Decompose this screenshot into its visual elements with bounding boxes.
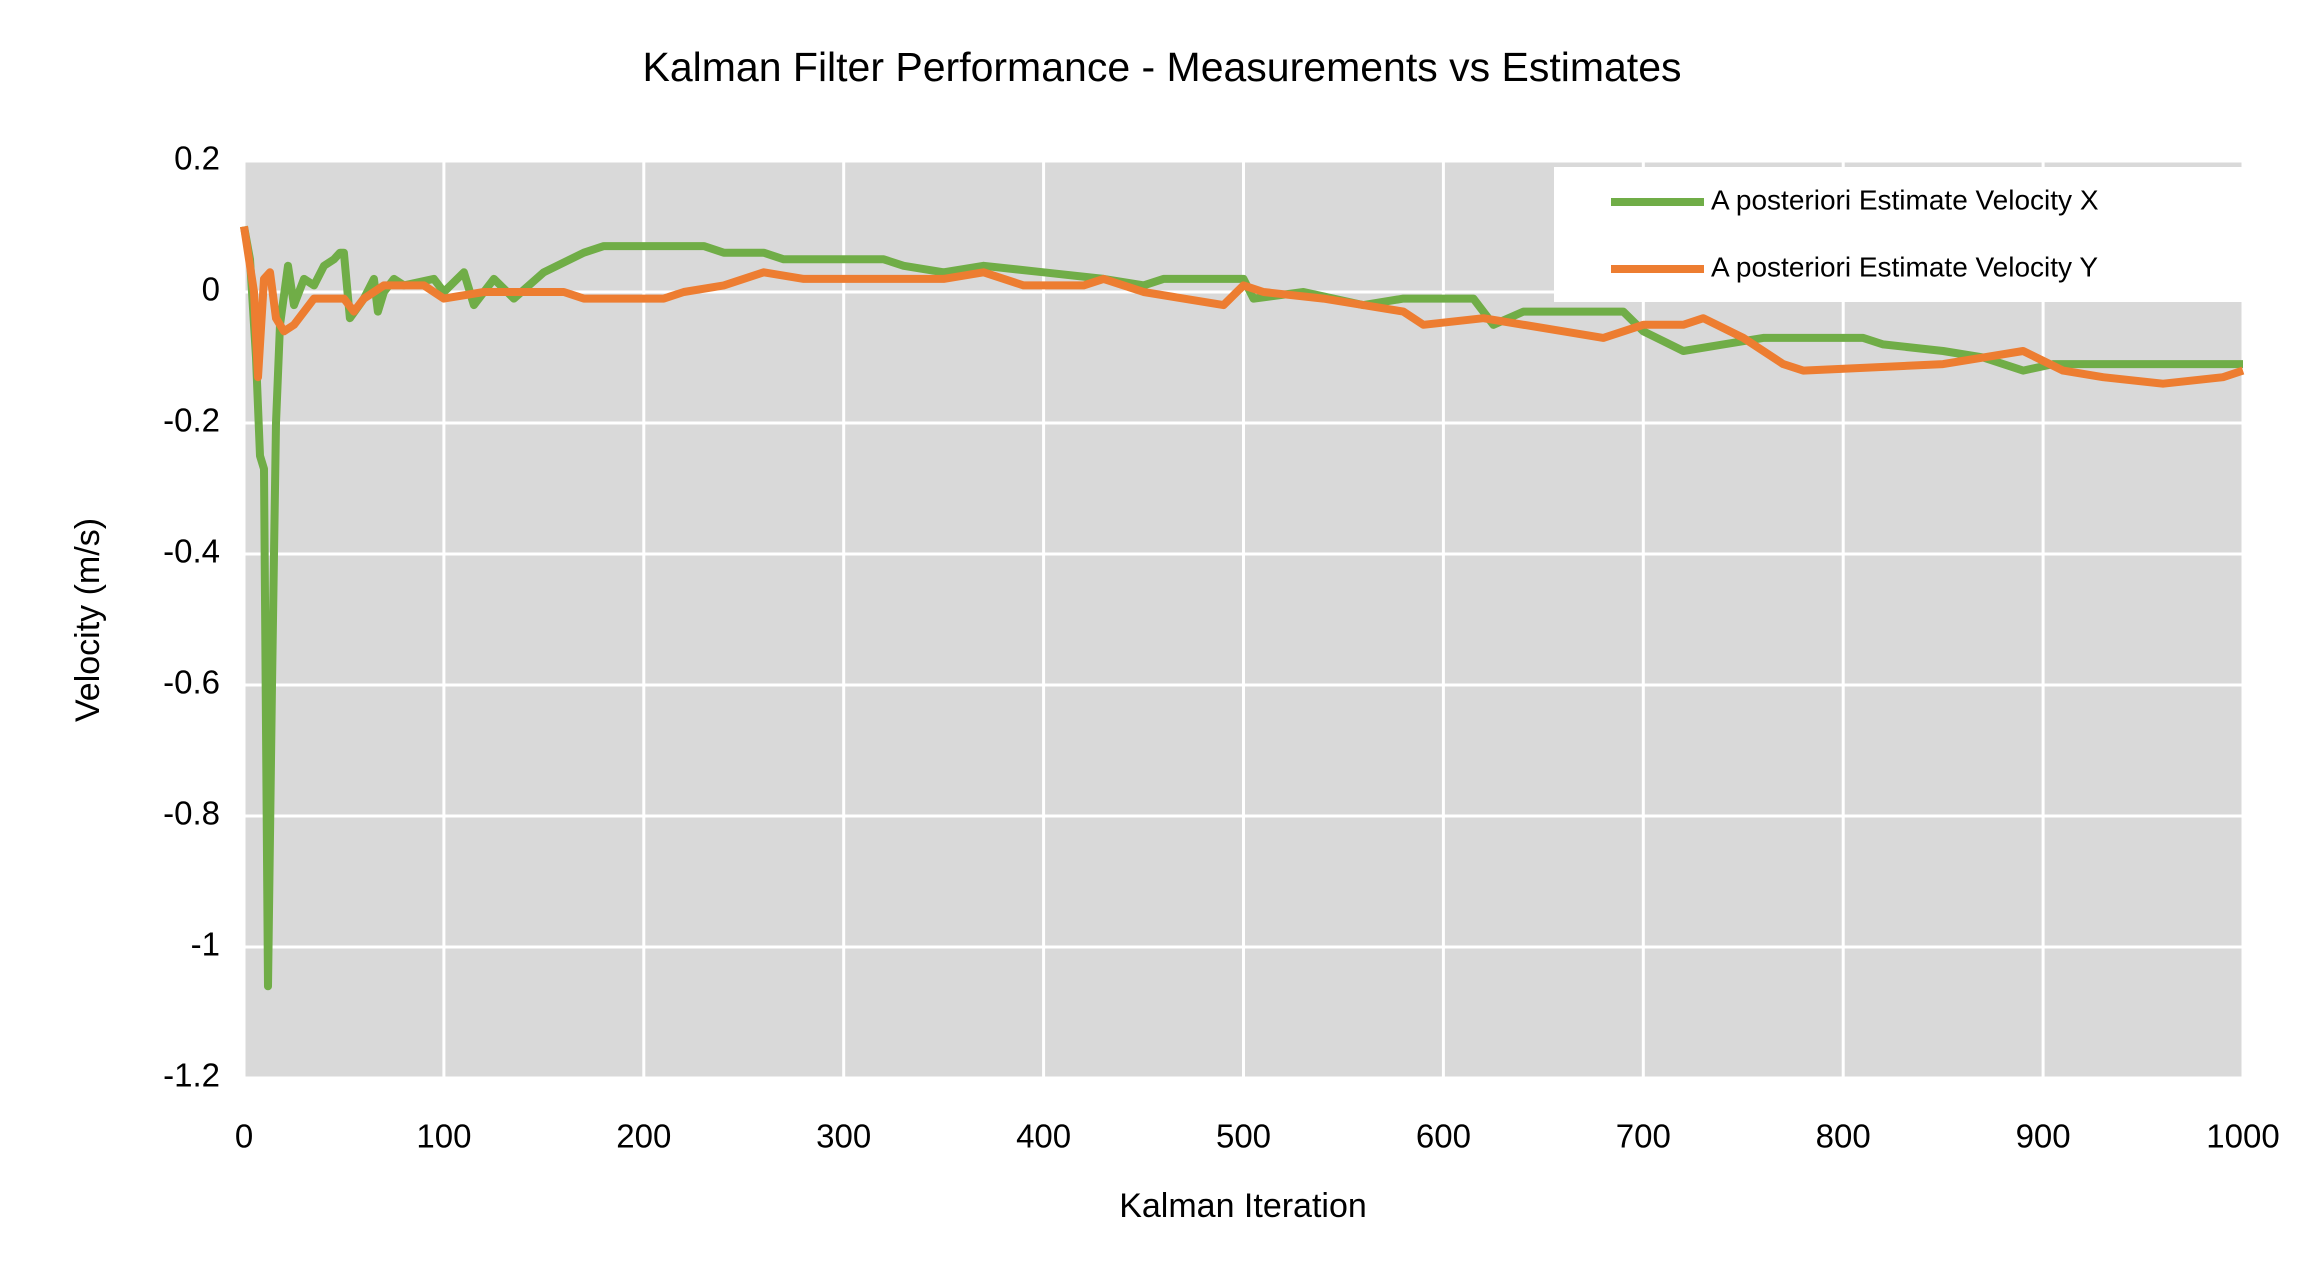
x-tick-label: 200 — [616, 1118, 671, 1155]
x-tick-label: 600 — [1416, 1118, 1471, 1155]
legend — [1554, 167, 2242, 302]
x-tick-label: 800 — [1816, 1118, 1871, 1155]
x-tick-label: 100 — [416, 1118, 471, 1155]
x-tick-label: 500 — [1216, 1118, 1271, 1155]
x-tick-label: 900 — [2016, 1118, 2071, 1155]
series-lines — [240, 225, 2245, 991]
y-tick-label: -1.2 — [163, 1057, 220, 1094]
x-tick-label: 300 — [816, 1118, 871, 1155]
series-line — [240, 225, 2245, 388]
x-tick-label: 400 — [1016, 1118, 1071, 1155]
y-tick-label: 0 — [202, 271, 220, 308]
grid — [242, 159, 2245, 1080]
y-tick-label: -0.4 — [163, 533, 220, 570]
y-tick-label: -0.6 — [163, 664, 220, 701]
x-tick-label: 700 — [1616, 1118, 1671, 1155]
legend-label: A posteriori Estimate Velocity X — [1711, 184, 2099, 215]
y-tick-label: -0.2 — [163, 402, 220, 439]
series-line — [240, 225, 2243, 991]
y-tick-label: 0.2 — [174, 140, 220, 177]
y-tick-label: -1 — [191, 926, 220, 963]
x-axis-title: Kalman Iteration — [1119, 1187, 1367, 1225]
y-tick-label: -0.8 — [163, 795, 220, 832]
chart-title: Kalman Filter Performance - Measurements… — [643, 44, 1682, 90]
legend-label: A posteriori Estimate Velocity Y — [1711, 251, 2098, 282]
x-tick-label: 1000 — [2206, 1118, 2279, 1155]
y-axis-title: Velocity (m/s) — [69, 518, 107, 722]
x-tick-label: 0 — [235, 1118, 253, 1155]
